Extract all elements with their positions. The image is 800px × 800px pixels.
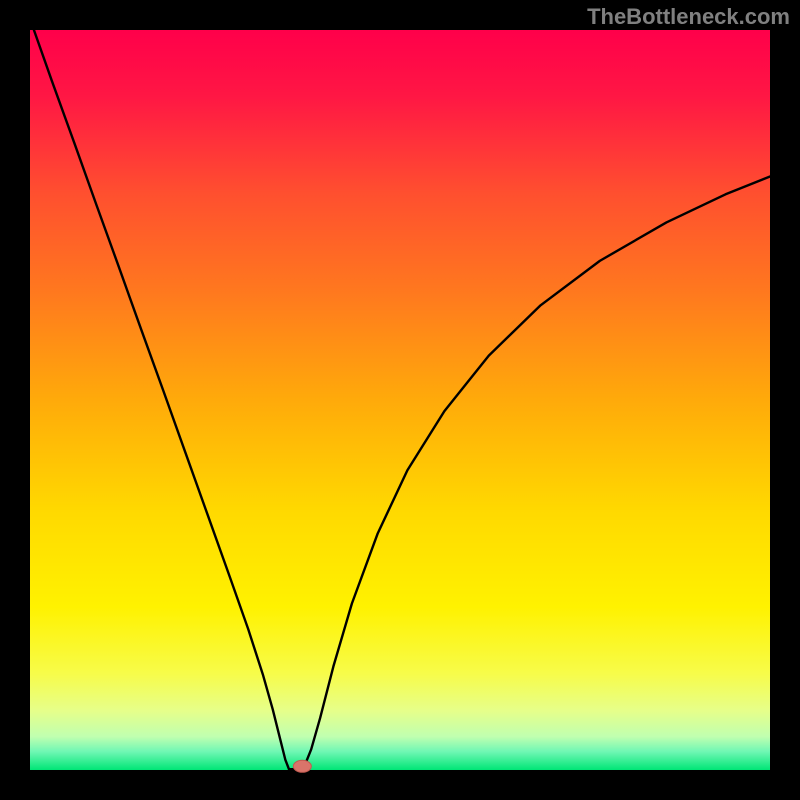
bottleneck-chart xyxy=(0,0,800,800)
watermark-text: TheBottleneck.com xyxy=(587,4,790,30)
optimum-marker xyxy=(293,760,311,772)
gradient-background xyxy=(30,30,770,770)
